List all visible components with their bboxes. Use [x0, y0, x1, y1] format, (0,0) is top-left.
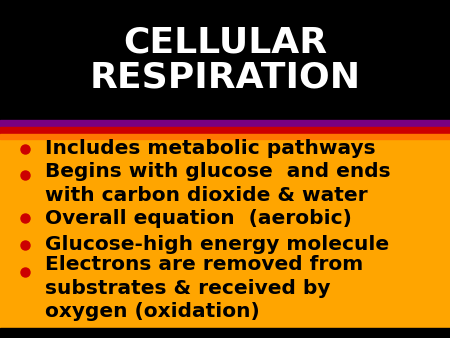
Text: RESPIRATION: RESPIRATION	[90, 61, 360, 95]
Text: Overall equation  (aerobic): Overall equation (aerobic)	[45, 209, 352, 228]
Bar	[0, 139, 450, 328]
Text: Begins with glucose  and ends
with carbon dioxide & water: Begins with glucose and ends with carbon…	[45, 163, 391, 205]
Bar	[0, 120, 450, 127]
Bar	[0, 134, 450, 139]
Bar	[0, 0, 450, 120]
Text: Glucose-high energy molecule: Glucose-high energy molecule	[45, 236, 389, 255]
Text: CELLULAR: CELLULAR	[123, 25, 327, 59]
Bar	[0, 127, 450, 134]
Bar	[0, 328, 450, 338]
Text: Includes metabolic pathways: Includes metabolic pathways	[45, 139, 376, 159]
Text: Electrons are removed from
substrates & received by
oxygen (oxidation): Electrons are removed from substrates & …	[45, 255, 363, 321]
